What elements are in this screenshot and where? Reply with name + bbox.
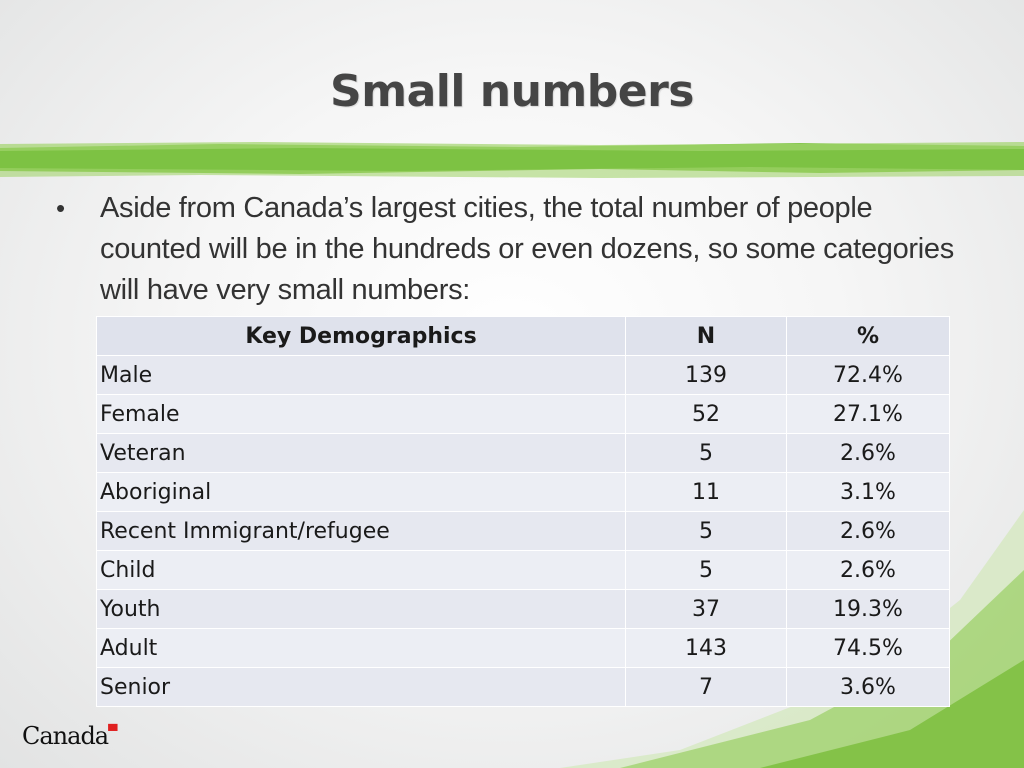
row-percent: 2.6% — [786, 433, 950, 473]
flag-icon: ▀ — [108, 724, 117, 738]
row-n: 11 — [625, 472, 787, 512]
row-n: 52 — [625, 394, 787, 434]
green-brush-band — [0, 142, 1024, 178]
canada-wordmark-logo: Canada▀ — [22, 722, 117, 750]
row-label: Veteran — [96, 433, 626, 473]
row-percent: 3.1% — [786, 472, 950, 512]
table-row: Youth 37 19.3% — [96, 589, 950, 629]
row-label: Youth — [96, 589, 626, 629]
row-label: Senior — [96, 667, 626, 707]
row-n: 143 — [625, 628, 787, 668]
header-percent: % — [786, 316, 950, 356]
table-row: Veteran 5 2.6% — [96, 433, 950, 473]
row-percent: 3.6% — [786, 667, 950, 707]
bullet-marker: • — [56, 193, 65, 223]
slide-title: Small numbers — [330, 66, 694, 117]
bullet-text: Aside from Canada’s largest cities, the … — [100, 192, 954, 306]
row-percent: 72.4% — [786, 355, 950, 395]
table-row: Senior 7 3.6% — [96, 667, 950, 707]
row-n: 37 — [625, 589, 787, 629]
header-n: N — [625, 316, 787, 356]
bullet-point: • Aside from Canada’s largest cities, th… — [56, 188, 956, 311]
row-percent: 2.6% — [786, 511, 950, 551]
row-label: Male — [96, 355, 626, 395]
row-label: Female — [96, 394, 626, 434]
header-key-demographics: Key Demographics — [96, 316, 626, 356]
table-row: Male 139 72.4% — [96, 355, 950, 395]
row-label: Recent Immigrant/refugee — [96, 511, 626, 551]
row-percent: 74.5% — [786, 628, 950, 668]
table-row: Recent Immigrant/refugee 5 2.6% — [96, 511, 950, 551]
row-percent: 27.1% — [786, 394, 950, 434]
row-n: 139 — [625, 355, 787, 395]
row-n: 5 — [625, 433, 787, 473]
table-header-row: Key Demographics N % — [96, 316, 950, 356]
row-label: Child — [96, 550, 626, 590]
row-percent: 2.6% — [786, 550, 950, 590]
row-percent: 19.3% — [786, 589, 950, 629]
row-n: 5 — [625, 550, 787, 590]
table-row: Adult 143 74.5% — [96, 628, 950, 668]
row-n: 5 — [625, 511, 787, 551]
table-row: Aboriginal 11 3.1% — [96, 472, 950, 512]
row-n: 7 — [625, 667, 787, 707]
logo-text: Canada — [22, 722, 109, 750]
demographics-table: Key Demographics N % Male 139 72.4% Fema… — [96, 316, 950, 707]
table-row: Child 5 2.6% — [96, 550, 950, 590]
row-label: Aboriginal — [96, 472, 626, 512]
table-row: Female 52 27.1% — [96, 394, 950, 434]
row-label: Adult — [96, 628, 626, 668]
